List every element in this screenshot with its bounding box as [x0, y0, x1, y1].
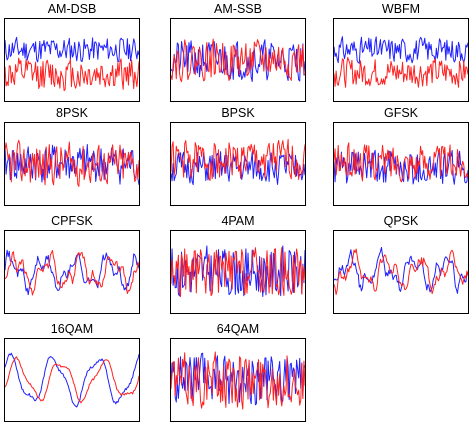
- series-line-blue: [5, 36, 139, 63]
- chart-panel-4pam: 4PAM: [170, 214, 306, 316]
- chart-panel-8psk: 8PSK: [4, 106, 140, 208]
- plot-area: [333, 230, 469, 314]
- chart-panel-wbfm: WBFM: [333, 2, 469, 104]
- series-line-red: [5, 57, 139, 92]
- line-chart-svg: [171, 38, 305, 83]
- plot-area: [170, 18, 306, 102]
- line-chart-svg: [171, 138, 305, 186]
- series-line-blue: [5, 352, 139, 408]
- chart-title: 16QAM: [50, 322, 94, 336]
- chart-title: QPSK: [383, 214, 419, 228]
- plot-area: [4, 122, 140, 206]
- chart-title: AM-DSB: [47, 2, 97, 16]
- series-line-blue: [5, 249, 139, 296]
- series-line-red: [334, 56, 468, 88]
- chart-panel-16qam: 16QAM: [4, 322, 140, 424]
- plot-area: [4, 230, 140, 314]
- series-line-blue: [334, 149, 468, 185]
- series-line-red: [5, 139, 139, 187]
- chart-title: 8PSK: [56, 106, 88, 120]
- series-line-red: [5, 356, 139, 404]
- line-chart-svg: [334, 142, 468, 185]
- plot-area: [170, 338, 306, 422]
- chart-title: AM-SSB: [214, 2, 262, 16]
- plot-area: [333, 18, 469, 102]
- line-chart-svg: [334, 36, 468, 88]
- series-line-red: [171, 351, 305, 410]
- chart-title: CPFSK: [51, 214, 93, 228]
- chart-title: WBFM: [381, 2, 421, 16]
- chart-panel-bpsk: BPSK: [170, 106, 306, 208]
- series-line-red: [5, 249, 139, 296]
- chart-title: GFSK: [383, 106, 419, 120]
- chart-title: 64QAM: [216, 322, 260, 336]
- chart-panel-am-ssb: AM-SSB: [170, 2, 306, 104]
- line-chart-svg: [5, 36, 139, 92]
- plot-area: [4, 338, 140, 422]
- series-line-red: [334, 248, 468, 296]
- plot-area: [170, 230, 306, 314]
- series-line-blue: [334, 36, 468, 64]
- chart-title: 4PAM: [221, 214, 255, 228]
- chart-title: BPSK: [221, 106, 255, 120]
- line-chart-svg: [5, 352, 139, 408]
- chart-panel-gfsk: GFSK: [333, 106, 469, 208]
- series-line-blue: [334, 246, 468, 294]
- line-chart-svg: [171, 351, 305, 410]
- chart-panel-cpfsk: CPFSK: [4, 214, 140, 316]
- chart-panel-am-dsb: AM-DSB: [4, 2, 140, 104]
- series-line-blue: [171, 245, 305, 297]
- plot-area: [4, 18, 140, 102]
- series-line-red: [334, 142, 468, 183]
- plot-area: [170, 122, 306, 206]
- series-line-red: [171, 138, 305, 181]
- line-chart-svg: [171, 245, 305, 298]
- chart-panel-64qam: 64QAM: [170, 322, 306, 424]
- plot-area: [333, 122, 469, 206]
- series-line-red: [171, 38, 305, 83]
- line-chart-svg: [5, 249, 139, 296]
- chart-panel-qpsk: QPSK: [333, 214, 469, 316]
- line-chart-svg: [5, 139, 139, 187]
- line-chart-svg: [334, 246, 468, 296]
- series-line-red: [171, 247, 305, 298]
